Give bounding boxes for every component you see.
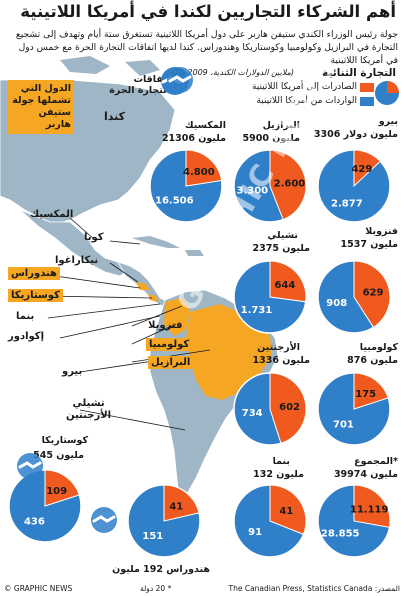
pie-country-name: تشيلي (267, 230, 298, 241)
pie-imports-value: 28.855 (321, 529, 360, 540)
handshake-icon (91, 507, 117, 533)
pie-exports-value: 41 (279, 506, 293, 517)
legend-exports-item: الصادرات إلى أمريكا اللاتينية (252, 82, 374, 92)
pie-country-name: المكسيك (185, 120, 226, 131)
handshake-icon (167, 67, 193, 93)
legend-pie-icon (375, 81, 399, 105)
label-mexico: المكسيك (30, 209, 74, 220)
pie-exports-value: 41 (169, 501, 183, 512)
pie-imports-value: 91 (248, 527, 262, 538)
imports-swatch (360, 96, 374, 106)
pie-imports-value: 2.877 (331, 199, 363, 210)
pie-total: 5900 مليون (243, 133, 301, 144)
pie-exports-slice (269, 149, 307, 221)
pie-exports-value: 11.119 (350, 504, 389, 515)
pie-exports-slice (185, 149, 223, 187)
pie-total: 3306 مليون دولار (314, 129, 398, 140)
pie-exports-slice (353, 372, 389, 410)
label-honduras: هندوراس (8, 267, 60, 280)
pie-imports-value: 16.506 (155, 196, 194, 207)
pie-total: 876 مليون (347, 355, 398, 366)
pie-imports-value: 436 (24, 517, 45, 528)
pie-imports-value: 734 (242, 408, 263, 419)
pie-exports-value: 602 (279, 402, 300, 413)
legend-exports-label: الصادرات إلى أمريكا اللاتينية (251, 82, 357, 92)
pie-country-name: المجموع* (354, 456, 398, 467)
pie-total: 21306 مليون (162, 133, 226, 144)
pie-exports-value: 2.600 (274, 178, 306, 189)
pie-country-name: البرازيل (263, 120, 300, 131)
source: المصدر: The Canadian Press, Statistics C… (228, 584, 401, 593)
label-brazil: البرازيل (148, 356, 194, 369)
credit: © GRAPHIC NEWS (4, 584, 73, 593)
label-cuba: كوبا (84, 232, 104, 243)
pie-imports-value: 151 (142, 531, 163, 542)
legend-imports-item: الواردات من أمريكا اللاتينية (256, 96, 374, 106)
pie-imports-value: 701 (333, 420, 354, 431)
pie-exports-value: 644 (274, 280, 295, 291)
label-chile-argentina: تشيلي الأرجنتين (66, 398, 112, 421)
pie-exports-value: 629 (363, 287, 384, 298)
label-panama: بنما (16, 311, 35, 322)
pie-exports-slice (353, 260, 391, 328)
legend-heading: التجارة الثنائية (322, 67, 396, 79)
pie-country-name: بنما (273, 456, 290, 467)
label-ecuador: إكوادور (8, 331, 45, 342)
pie-country-total: هندوراس 192 مليون (112, 564, 210, 575)
arctic-islands (60, 56, 110, 74)
cuba-land (132, 236, 180, 248)
pie-exports-slice (269, 372, 307, 444)
legend-imports-label: الواردات من أمريكا اللاتينية (256, 96, 357, 106)
intro-text: جولة رئيس الوزراء الكندي ستيفن هاربر على… (15, 29, 398, 66)
pie-country-name: كولومبيا (360, 342, 399, 353)
pie-country-name: الأرجنتين (257, 341, 300, 353)
pie-exports-slice (269, 484, 307, 536)
pie-exports-value: 429 (351, 164, 372, 175)
pie-exports-value: 175 (355, 389, 376, 400)
hispaniola-land (185, 250, 204, 256)
page-title: أهم الشركاء التجاريين لكندا في أمريكا ال… (20, 2, 396, 21)
pie-exports-slice (353, 149, 381, 188)
pie-exports-value: 109 (46, 486, 67, 497)
pie-total: 2375 مليون (253, 243, 311, 254)
handshake-icon (17, 453, 43, 479)
pie-exports-value: 4.800 (183, 167, 215, 178)
label-colombia: كولومبيا (146, 338, 193, 351)
pie-total: 39974 مليون (334, 469, 398, 480)
label-venezuela: فنزويلا (148, 320, 183, 331)
pie-country-name: بيرو (378, 116, 398, 127)
costa-rica-highlight (148, 294, 158, 302)
label-costa-rica: كوستاريكا (8, 289, 63, 302)
pie-imports-value: 908 (326, 298, 347, 309)
pie-exports-slice (269, 260, 307, 303)
pie-imports-value: 3.300 (236, 185, 268, 196)
pie-total: 132 مليون (253, 469, 304, 480)
exports-swatch (360, 82, 374, 92)
label-canada: كندا (104, 110, 126, 123)
pie-total: 1537 مليون (341, 239, 399, 250)
label-peru: بيرو (62, 366, 83, 377)
pie-exports-slice (353, 484, 391, 528)
pie-exports-slice (163, 484, 200, 522)
footnote: * 20 دولة (140, 584, 172, 593)
tour-legend: الدول التي تشملها جولة ستيفن هاربر (8, 80, 74, 134)
pie-exports-slice (44, 469, 80, 507)
label-nicaragua: نيكاراغوا (55, 255, 99, 266)
fta-legend-text: اتفاقات التجارة الحرة (109, 74, 170, 96)
pie-country-name: فنزويلا (365, 226, 398, 237)
pie-total: 545 مليون (33, 450, 84, 461)
pie-total: 1336 مليون (253, 355, 311, 366)
pie-imports-value: 1.731 (241, 305, 273, 316)
pie-country-name: كوستاريكا (42, 435, 89, 446)
